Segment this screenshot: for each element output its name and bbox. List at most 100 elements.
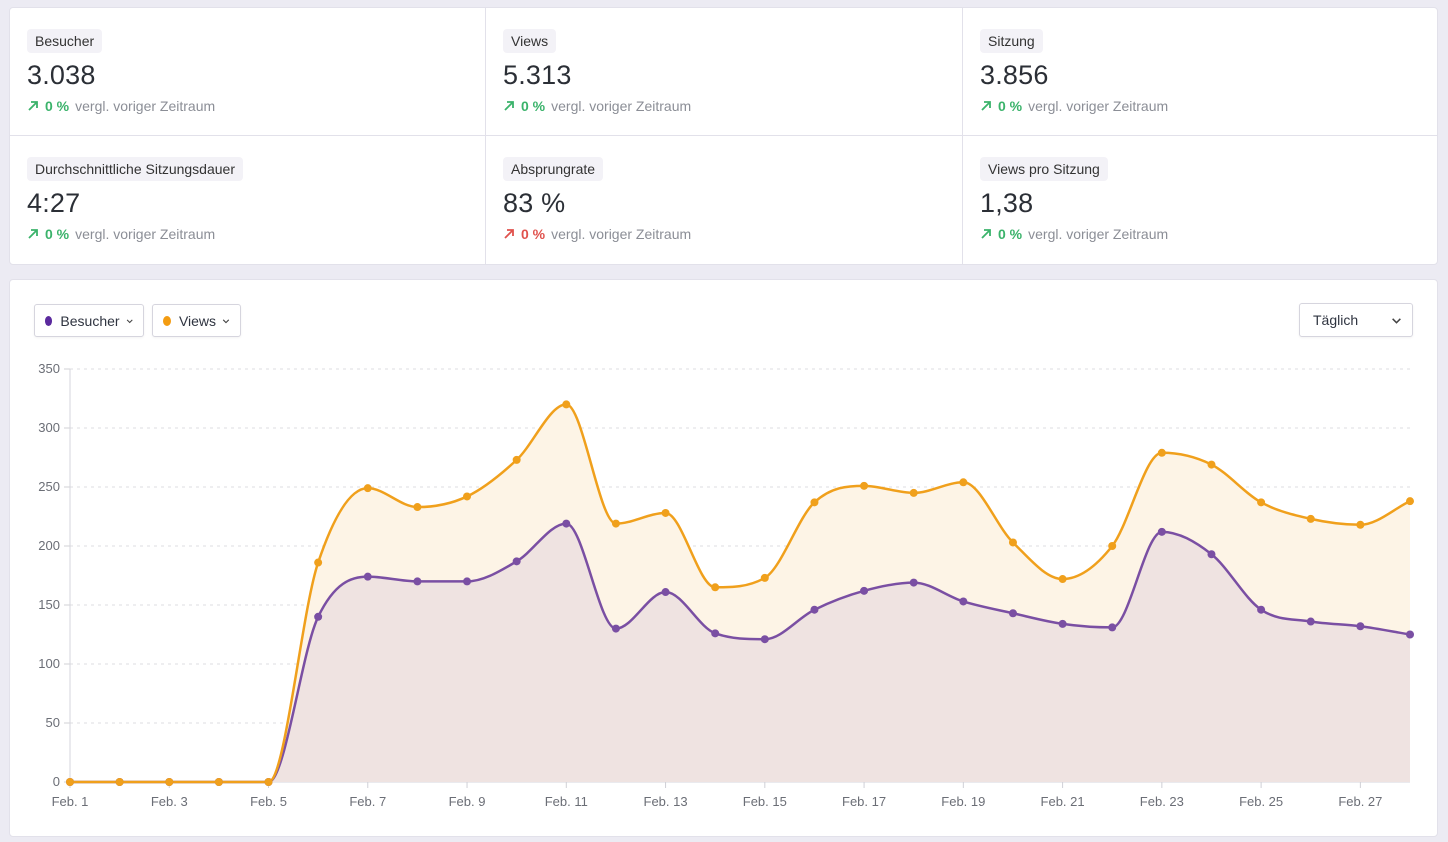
stat-label: Views pro Sitzung bbox=[980, 157, 1108, 181]
visitors-area bbox=[70, 523, 1410, 782]
visitors-point bbox=[413, 577, 422, 586]
stat-label: Absprungrate bbox=[503, 157, 604, 181]
views-point bbox=[512, 455, 521, 464]
y-tick-label: 50 bbox=[46, 715, 60, 730]
views-point bbox=[363, 484, 372, 493]
views-point bbox=[611, 519, 620, 528]
visitors-point bbox=[711, 629, 720, 638]
stat-compare-text: vergl. voriger Zeitraum bbox=[1028, 226, 1169, 242]
views-point bbox=[463, 492, 472, 501]
x-tick-label: Feb. 25 bbox=[1239, 794, 1283, 809]
visitors-point bbox=[959, 597, 968, 606]
visitors-point bbox=[1008, 609, 1017, 618]
stats-panel: Besucher 3.038 0 % vergl. voriger Zeitra… bbox=[9, 7, 1438, 265]
stat-change: 0 % vergl. voriger Zeitraum bbox=[503, 98, 962, 114]
visitors-point bbox=[1306, 617, 1315, 626]
stat-change-percent: 0 % bbox=[998, 226, 1023, 242]
stat-value: 83 % bbox=[503, 188, 566, 218]
stat-label: Durchschnittliche Sitzungsdauer bbox=[27, 157, 243, 181]
stat-value: 4:27 bbox=[27, 188, 81, 218]
stat-label: Views bbox=[503, 29, 557, 53]
stat-compare-text: vergl. voriger Zeitraum bbox=[75, 98, 216, 114]
metric-select-views[interactable]: Views bbox=[152, 304, 241, 337]
x-tick-label: Feb. 13 bbox=[644, 794, 688, 809]
y-tick-label: 100 bbox=[38, 656, 60, 671]
views-point bbox=[264, 778, 273, 786]
stat-visitors: Besucher 3.038 0 % vergl. voriger Zeitra… bbox=[10, 8, 486, 136]
y-tick-label: 150 bbox=[38, 597, 60, 612]
y-tick-label: 200 bbox=[38, 538, 60, 553]
visitors-point bbox=[860, 586, 869, 595]
stat-bounce-rate: Absprungrate 83 % 0 % vergl. voriger Zei… bbox=[486, 136, 963, 264]
visitors-point bbox=[909, 578, 918, 587]
views-point bbox=[1157, 448, 1166, 457]
legend-dot-visitors bbox=[45, 315, 53, 326]
stat-avg-session-duration: Durchschnittliche Sitzungsdauer 4:27 0 %… bbox=[10, 136, 486, 264]
arrow-up-right-icon bbox=[504, 229, 514, 239]
stat-label: Besucher bbox=[27, 29, 103, 53]
chevron-down-icon bbox=[222, 318, 230, 323]
x-tick-label: Feb. 11 bbox=[545, 794, 588, 809]
views-point bbox=[115, 778, 124, 786]
visitors-point bbox=[463, 577, 472, 586]
chart-panel: 0 50 100 150 200 250 300 350 Feb. 1 Feb. 3 Feb. 5 F… bbox=[9, 279, 1438, 837]
chevron-down-icon bbox=[126, 319, 133, 323]
visitors-point bbox=[562, 519, 571, 528]
x-tick-label: Feb. 17 bbox=[842, 794, 886, 809]
arrow-up-right-icon bbox=[28, 229, 38, 239]
stat-change-percent: 0 % bbox=[521, 98, 546, 114]
stat-compare-text: vergl. voriger Zeitraum bbox=[1028, 98, 1169, 114]
views-point bbox=[661, 508, 670, 517]
arrow-up-right-icon bbox=[981, 101, 991, 111]
views-point bbox=[1008, 538, 1017, 547]
stat-compare-text: vergl. voriger Zeitraum bbox=[551, 98, 692, 114]
stat-change: 0 % vergl. voriger Zeitraum bbox=[980, 226, 1437, 242]
stat-change: 0 % vergl. voriger Zeitraum bbox=[980, 98, 1437, 114]
stat-change-percent: 0 % bbox=[45, 98, 70, 114]
stat-label: Sitzung bbox=[980, 29, 1043, 53]
legend-dot-views bbox=[163, 315, 171, 326]
metric-select-visitors[interactable]: Besucher bbox=[34, 304, 144, 337]
views-point bbox=[909, 488, 918, 497]
views-point bbox=[314, 558, 323, 567]
views-point bbox=[66, 778, 74, 786]
interval-select[interactable]: Täglich bbox=[1299, 303, 1413, 337]
visitors-point bbox=[611, 624, 620, 633]
x-tick-label: Feb. 15 bbox=[743, 794, 787, 809]
stat-change-percent: 0 % bbox=[998, 98, 1023, 114]
views-point bbox=[1356, 520, 1365, 529]
y-tick-label: 0 bbox=[53, 774, 60, 789]
visitors-point bbox=[1108, 623, 1117, 632]
chevron-down-icon bbox=[1392, 317, 1401, 324]
visitors-point bbox=[512, 557, 521, 566]
views-point bbox=[1108, 542, 1117, 550]
views-point bbox=[860, 481, 869, 490]
views-point bbox=[165, 778, 174, 786]
visitors-point bbox=[1406, 630, 1414, 639]
x-tick-label: Feb. 19 bbox=[941, 794, 985, 809]
stat-value: 1,38 bbox=[980, 188, 1034, 218]
stat-change: 0 % vergl. voriger Zeitraum bbox=[27, 98, 485, 114]
metric-label: Besucher bbox=[60, 312, 120, 329]
x-tick-label: Feb. 1 bbox=[52, 794, 89, 809]
visitors-views-chart: 0 50 100 150 200 250 300 350 Feb. 1 Feb. 3 Feb. 5 F… bbox=[38, 361, 1414, 809]
y-tick-label: 300 bbox=[38, 420, 60, 435]
interval-selected-value: Täglich bbox=[1313, 312, 1359, 328]
arrow-up-right-icon bbox=[981, 229, 991, 239]
views-point bbox=[760, 573, 769, 582]
visitors-point bbox=[1356, 622, 1365, 631]
x-tick-label: Feb. 27 bbox=[1338, 794, 1382, 809]
visitors-point bbox=[810, 605, 819, 614]
stat-sessions: Sitzung 3.856 0 % vergl. voriger Zeitrau… bbox=[963, 8, 1437, 136]
x-tick-label: Feb. 21 bbox=[1041, 794, 1085, 809]
stat-views: Views 5.313 0 % vergl. voriger Zeitraum bbox=[486, 8, 963, 136]
views-point bbox=[1207, 460, 1216, 469]
metric-label: Views bbox=[178, 312, 217, 329]
y-tick-label: 350 bbox=[38, 361, 60, 376]
x-tick-label: Feb. 7 bbox=[349, 794, 386, 809]
stat-views-per-session: Views pro Sitzung 1,38 0 % vergl. vorige… bbox=[963, 136, 1437, 264]
views-point bbox=[959, 478, 968, 487]
x-tick-label: Feb. 5 bbox=[250, 794, 287, 809]
stat-compare-text: vergl. voriger Zeitraum bbox=[75, 226, 216, 242]
views-point bbox=[214, 778, 223, 786]
